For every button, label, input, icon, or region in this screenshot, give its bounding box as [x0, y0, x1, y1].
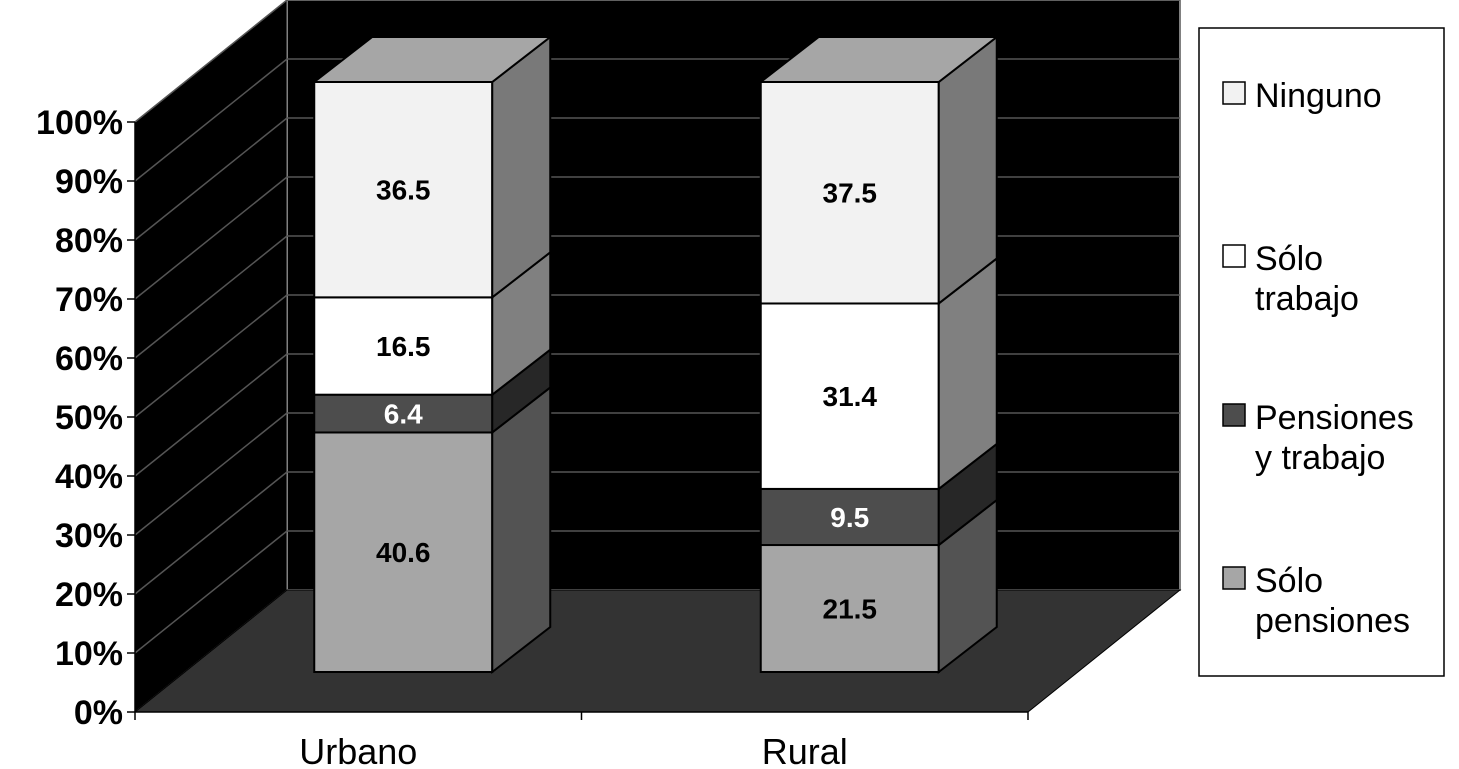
- y-tick-label: 10%: [55, 635, 123, 673]
- y-tick-label: 60%: [55, 340, 123, 378]
- legend-label: Ninguno: [1255, 77, 1382, 115]
- y-tick-label: 0%: [74, 694, 123, 732]
- data-label: 21.5: [823, 594, 878, 625]
- legend-label: pensiones: [1255, 602, 1410, 640]
- bar-front-face: [759, 302, 940, 490]
- axes: 0% 10% 20% 30% 40% 50% 60% 70% 80% 90% 100% Urbano R…: [36, 104, 1029, 769]
- data-label: 9.5: [830, 502, 869, 533]
- gridline-side: [134, 471, 288, 595]
- y-tick-label: 50%: [55, 399, 123, 437]
- gridline-side: [134, 294, 288, 418]
- data-label: 36.5: [376, 175, 431, 206]
- data-label: 37.5: [823, 178, 878, 209]
- y-tick-label: 100%: [36, 104, 123, 142]
- data-label: 6.4: [384, 399, 423, 430]
- gridline-side: [134, 530, 288, 654]
- legend-swatch: [1222, 81, 1246, 105]
- data-label: 40.6: [376, 537, 431, 568]
- bar-front-face: [313, 431, 494, 673]
- chart-walls: [133, 0, 1182, 714]
- x-category-label: Rural: [762, 731, 848, 769]
- bar-segment: 16.5: [313, 250, 552, 397]
- bar-segment: 40.6: [313, 385, 552, 675]
- legend-label: Sólo: [1255, 562, 1323, 600]
- legend-item: Ninguno: [1222, 77, 1382, 115]
- legend-swatch: [1222, 244, 1246, 268]
- legend-label: trabajo: [1255, 280, 1359, 318]
- gridline-side: [134, 412, 288, 536]
- gridline-side: [134, 117, 288, 241]
- legend-swatch: [1222, 403, 1246, 427]
- bars: 40.6 6.4 16.5 36.5 21.5 9.5 31.4 37.5: [311, 34, 1000, 675]
- floor: [133, 589, 1182, 713]
- legend-label: y trabajo: [1255, 439, 1385, 477]
- gridline-side: [134, 176, 288, 300]
- bar-segment: 37.5: [757, 34, 1000, 306]
- y-tick-label: 70%: [55, 281, 123, 319]
- y-tick-label: 90%: [55, 163, 123, 201]
- gridline-side: [134, 353, 288, 477]
- y-tick-label: 30%: [55, 517, 123, 555]
- bar-front-face: [759, 81, 940, 305]
- data-label: 31.4: [823, 381, 878, 412]
- legend-swatch: [1222, 566, 1246, 590]
- bar-top-face: [311, 36, 554, 83]
- y-tick-label: 40%: [55, 458, 123, 496]
- gridline-side: [134, 0, 288, 123]
- bar-top-face: [757, 36, 1000, 83]
- bar-front-face: [759, 487, 940, 547]
- legend-label: Sólo: [1255, 240, 1323, 278]
- y-tick-label: 20%: [55, 576, 123, 614]
- bar-segment: 31.4: [759, 256, 998, 491]
- bar-front-face: [313, 81, 494, 299]
- legend-label: Pensiones: [1255, 399, 1414, 437]
- bar-segment: 9.5: [759, 441, 998, 548]
- gridline-side: [134, 58, 288, 182]
- bar-segment: 21.5: [759, 497, 998, 675]
- y-tick-label: 80%: [55, 222, 123, 260]
- bar-front-face: [759, 544, 940, 673]
- bar-side-face: [937, 34, 998, 306]
- gridline-side: [134, 235, 288, 359]
- bar-side-face: [491, 385, 552, 675]
- data-label: 16.5: [376, 331, 431, 362]
- bar-segment: 36.5: [311, 34, 554, 300]
- x-category-label: Urbano: [299, 731, 417, 769]
